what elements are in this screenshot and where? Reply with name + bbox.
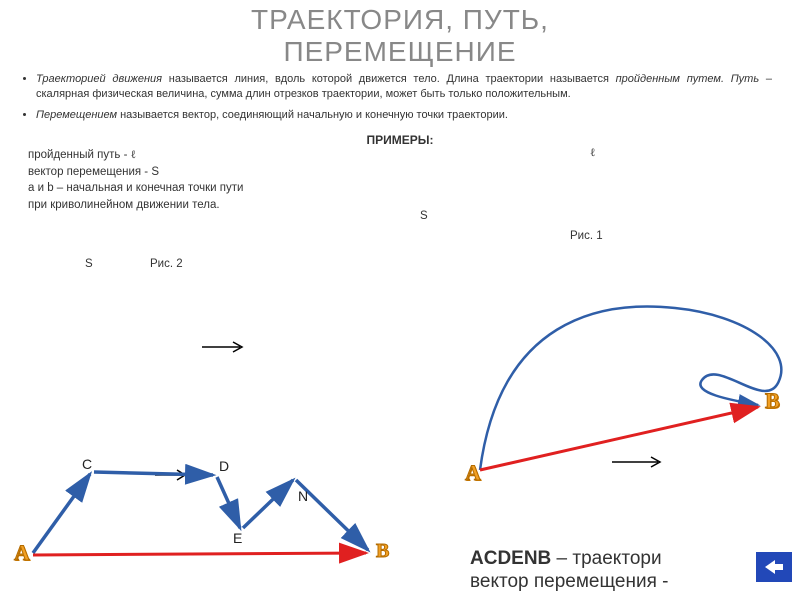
- definitions-list: Траекторией движения называется линия, в…: [0, 68, 800, 131]
- s-label-1: S: [420, 210, 428, 222]
- point-A-right: A: [465, 460, 481, 486]
- diagram-fig2: [0, 420, 420, 600]
- title-line2: ПЕРЕМЕЩЕНИЕ: [283, 36, 516, 67]
- page-title: ТРАЕКТОРИЯ, ПУТЬ, ПЕРЕМЕЩЕНИЕ: [0, 0, 800, 68]
- point-N: N: [298, 488, 308, 504]
- point-A-left: A: [14, 540, 30, 566]
- arrow-left-icon: [763, 558, 785, 576]
- figure-2-label: Рис. 2: [150, 258, 183, 270]
- arrow-icon: [200, 340, 250, 354]
- examples-heading: ПРИМЕРЫ:: [0, 133, 800, 147]
- point-C: C: [82, 456, 92, 472]
- bullet-trajectory: Траекторией движения называется линия, в…: [36, 72, 772, 102]
- legend-curvilinear: при криволинейном движении тела.: [28, 197, 772, 214]
- legend-path: пройденный путь - ℓ: [28, 147, 772, 164]
- point-B-left: B: [376, 540, 389, 563]
- s-label-2: S: [85, 258, 93, 270]
- trajectory-code: ACDENB: [470, 548, 551, 569]
- bottom-text-block: ACDENB – траектори вектор перемещения -: [470, 548, 668, 594]
- point-B-right: B: [765, 388, 780, 414]
- legend-block: пройденный путь - ℓ вектор перемещения -…: [0, 147, 800, 214]
- legend-points: a и b – начальная и конечная точки пути: [28, 180, 772, 197]
- ell-symbol-1: ℓ: [590, 147, 596, 159]
- arrow-icon: [610, 455, 670, 469]
- bullet-displacement: Перемещением называется вектор, соединяю…: [36, 108, 772, 123]
- title-line1: ТРАЕКТОРИЯ, ПУТЬ,: [251, 4, 549, 35]
- figure-1-label: Рис. 1: [570, 230, 603, 242]
- arrow-icon: [153, 468, 193, 482]
- back-button[interactable]: [756, 552, 792, 582]
- point-D: D: [219, 458, 229, 474]
- legend-displacement: вектор перемещения - S: [28, 164, 772, 181]
- point-E: E: [233, 530, 242, 546]
